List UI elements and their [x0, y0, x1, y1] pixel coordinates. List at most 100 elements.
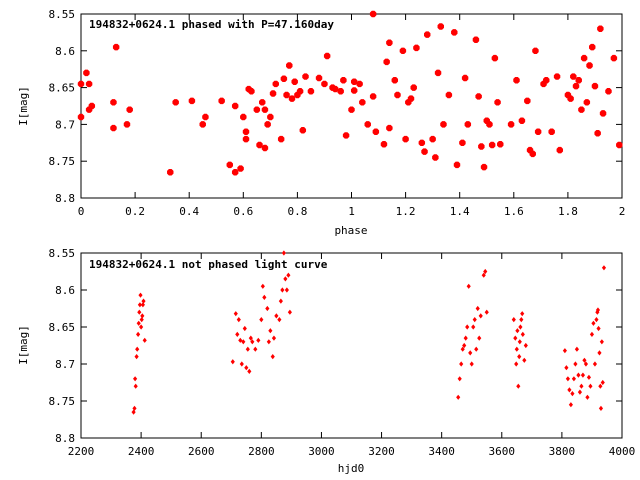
- unphased-data-point: [233, 311, 238, 317]
- phased-data-point: [242, 128, 250, 135]
- unphased-data-point: [589, 331, 595, 337]
- phased-data-point: [543, 77, 550, 84]
- unphased-data-point: [599, 339, 604, 345]
- phased-x-tick-label: 1.8: [558, 205, 578, 218]
- unphased-data-point: [271, 335, 277, 341]
- unphased-data-point: [132, 405, 137, 411]
- phased-data-point: [440, 121, 447, 128]
- unphased-data-point: [519, 317, 524, 323]
- phased-data-point: [497, 141, 504, 148]
- unphased-data-point: [259, 317, 264, 323]
- phased-data-point: [283, 91, 290, 99]
- phased-data-point: [123, 121, 131, 128]
- unphased-data-point: [574, 346, 579, 352]
- phased-y-tick-label: 8.75: [49, 155, 76, 168]
- unphased-x-ticks: 2200 2400 2600 2800 3000 3200 3400 3600 3800 4000: [68, 253, 636, 458]
- phased-light-curve-panel: 0 0.2 0.4 0.6 0.8 1 1.2 1.4 1.6 1.8 2 8.558.68.658…: [17, 8, 625, 237]
- unphased-data-point: [136, 331, 141, 337]
- phased-data-point: [464, 121, 472, 128]
- phased-data-point: [272, 80, 279, 88]
- phased-data-point: [410, 84, 417, 91]
- phased-data-point: [256, 141, 263, 149]
- phased-data-point: [578, 106, 585, 113]
- unphased-data-point: [274, 313, 279, 319]
- unphased-data-point: [583, 361, 589, 367]
- unphased-data-point: [478, 313, 483, 319]
- unphased-data-point: [597, 350, 602, 356]
- phased-data-point: [591, 82, 599, 90]
- unphased-data-point: [230, 359, 235, 365]
- phased-data-point: [575, 77, 582, 84]
- unphased-data-point: [515, 328, 520, 334]
- unphased-y-tick-label: 8.55: [49, 247, 76, 260]
- phased-x-tick-label: 1.2: [396, 205, 416, 218]
- unphased-data-point: [242, 325, 247, 332]
- phased-x-tick-label: 0.6: [233, 205, 253, 218]
- phased-plot-frame: [80, 13, 623, 199]
- unphased-data-point: [484, 309, 489, 315]
- unphased-data-point: [277, 317, 282, 323]
- phased-data-point: [386, 39, 393, 46]
- phased-data-point: [524, 97, 531, 105]
- unphased-x-tick-label: 4000: [609, 445, 636, 458]
- unphased-data-point: [459, 361, 464, 367]
- phased-y-tick-label: 8.6: [55, 45, 75, 58]
- unphased-data-point: [137, 309, 142, 315]
- phased-data-point: [453, 161, 461, 169]
- unphased-data-point: [571, 376, 576, 382]
- phased-data-point: [253, 106, 261, 113]
- unphased-data-point: [281, 250, 286, 256]
- phased-data-point: [323, 52, 331, 60]
- phased-data-point: [432, 154, 439, 161]
- phased-data-point: [418, 139, 426, 147]
- unphased-data-point: [235, 331, 240, 337]
- phased-data-point: [372, 128, 380, 135]
- phased-data-point: [369, 10, 377, 18]
- phased-data-point: [459, 139, 466, 147]
- unphased-data-point: [582, 357, 587, 363]
- phased-data-point: [491, 54, 499, 62]
- phased-data-point: [548, 128, 555, 135]
- unphased-x-tick-label: 3600: [489, 445, 516, 458]
- unphased-data-point: [483, 268, 488, 275]
- unphased-data-point: [576, 372, 581, 378]
- unphased-data-point: [287, 309, 292, 315]
- unphased-x-tick-label: 3400: [428, 445, 455, 458]
- unphased-data-point: [136, 320, 141, 326]
- phased-data-point: [77, 113, 85, 121]
- unphased-data-point: [245, 346, 250, 352]
- phased-data-point: [299, 127, 307, 134]
- unphased-chart-title: 194832+0624.1 not phased light curve: [89, 258, 328, 271]
- unphased-data-point: [568, 402, 573, 408]
- phased-data-point: [391, 77, 399, 84]
- phased-data-point: [407, 95, 415, 102]
- phased-data-point: [261, 144, 269, 152]
- phased-data-point: [307, 88, 315, 95]
- unphased-data-point: [592, 361, 598, 367]
- unphased-data-point: [573, 361, 578, 367]
- unphased-data-point: [520, 331, 525, 337]
- unphased-data-point: [247, 368, 252, 374]
- phased-data-point: [280, 75, 288, 82]
- phased-data-point: [350, 87, 358, 94]
- phased-data-point: [445, 91, 453, 99]
- phased-x-tick-label: 0.2: [125, 205, 145, 218]
- phased-data-point: [529, 150, 536, 158]
- unphased-data-point: [286, 272, 291, 278]
- phased-data-point: [188, 97, 196, 105]
- unphased-data-point: [471, 324, 476, 330]
- unphased-data-point: [601, 265, 607, 271]
- unphased-data-point: [238, 337, 243, 343]
- phased-data-point: [237, 165, 244, 172]
- phased-data-point: [383, 58, 390, 66]
- phased-data-point: [269, 90, 277, 97]
- unphased-data-point: [460, 346, 465, 352]
- phased-data-point: [580, 54, 588, 62]
- unphased-data-point: [280, 287, 285, 293]
- unphased-data-point: [456, 394, 461, 400]
- unphased-data-point: [135, 346, 140, 352]
- unphased-data-point: [567, 387, 572, 393]
- phased-data-point: [599, 110, 607, 117]
- unphased-data-point: [565, 376, 570, 382]
- unphased-data-point: [517, 339, 522, 345]
